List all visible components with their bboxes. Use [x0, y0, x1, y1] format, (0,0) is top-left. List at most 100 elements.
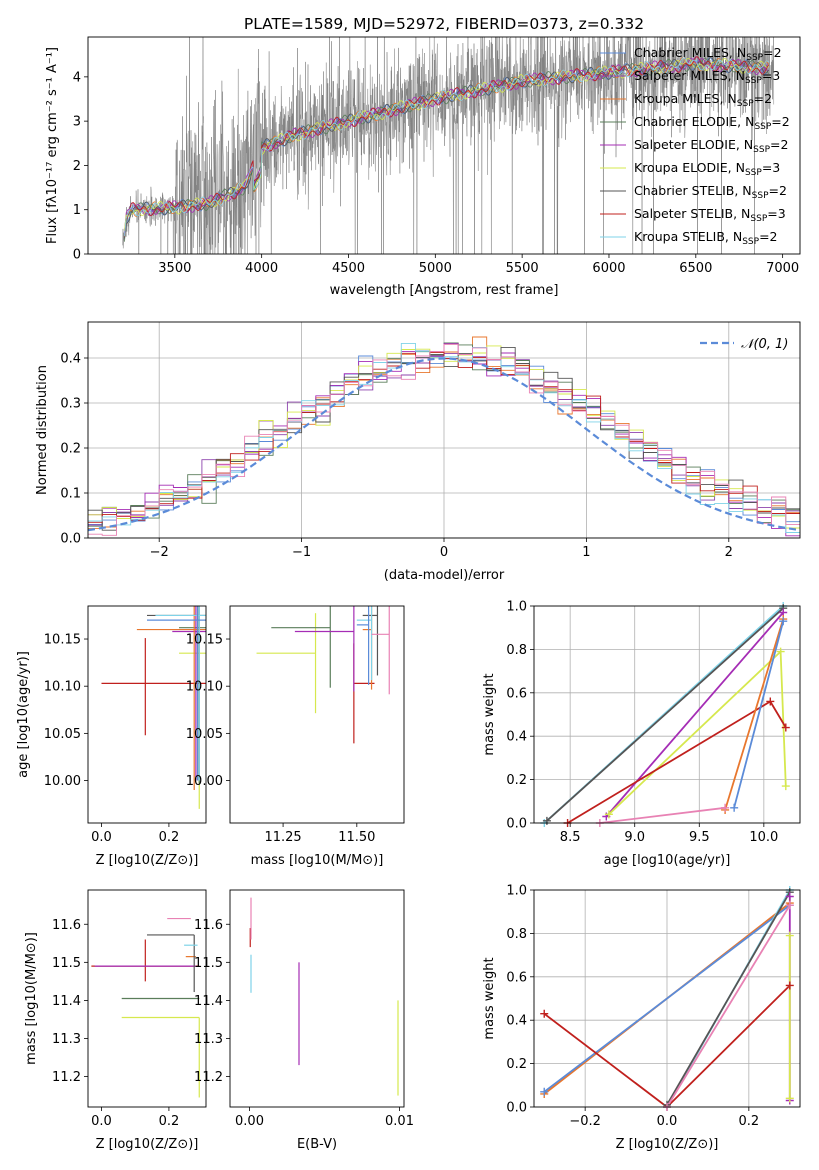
y-axis-label: Normed distribution: [35, 365, 50, 495]
y-tick-label: 10.15: [44, 633, 81, 648]
residuals-axes: −2 −1 0 1 2 0.0 0.1 0.2 0.3 0.4 (data-model)/error…: [35, 321, 801, 583]
y-tick-label: 0.0: [506, 817, 527, 832]
data-spectrum-line: [122, 37, 775, 254]
y-tick-label: 2: [73, 159, 81, 174]
y-axis-label: mass weight: [482, 957, 497, 1039]
x-tick-label: 4000: [245, 261, 278, 276]
y-tick-label: 0.2: [506, 773, 527, 788]
series-line: [543, 904, 791, 1093]
x-tick-label: 8.5: [560, 830, 581, 845]
y-tick-label: 11.6: [52, 918, 81, 933]
series-line: [666, 904, 791, 1107]
age_vs_Z-axes: 0.0 0.2 10.00 10.05 10.10 10.15 Z [log10(Z/Z⊙)…: [16, 605, 207, 868]
y-tick-label: 0.4: [60, 352, 81, 367]
x-tick-label: 0.0: [91, 1114, 112, 1129]
series-line: [543, 984, 791, 1107]
y-tick-label: 11.5: [52, 956, 81, 971]
histogram-step: [88, 343, 800, 536]
model-spectrum-line: [124, 57, 770, 237]
plus-marker: [540, 1087, 549, 1096]
y-tick-label: 10.15: [186, 633, 223, 648]
histogram-step: [88, 346, 800, 531]
legend-label: Chabrier STELIB, NSSP=2: [634, 183, 787, 201]
y-tick-label: 0.2: [60, 442, 81, 457]
axes-frame: [533, 889, 801, 1108]
model-spectrum-line: [124, 57, 770, 239]
legend-label: Chabrier ELODIE, NSSP=2: [634, 114, 790, 132]
y-tick-label: 0.8: [506, 643, 527, 658]
y-axis-label: Flux [fλ10⁻¹⁷ erg cm⁻² s⁻¹ A⁻¹]: [45, 47, 60, 244]
axes-frame: [87, 605, 207, 824]
x-tick-label: 0.0: [657, 1114, 678, 1129]
plus-marker: [781, 723, 790, 732]
series-line: [599, 806, 726, 823]
massweight_vs_age-axes: 8.5 9.0 9.5 10.0 0.0 0.2 0.4 0.6 0.8 1.0 age [log1…: [482, 600, 801, 868]
histogram-step: [88, 352, 800, 523]
x-tick-label: 5500: [506, 261, 539, 276]
axes-frame: [533, 605, 801, 824]
series-line: [546, 607, 784, 822]
x-tick-label: 6500: [679, 261, 712, 276]
y-tick-label: 11.4: [52, 994, 81, 1009]
x-tick-label: 0.00: [235, 1114, 264, 1129]
x-tick-label: 0.2: [159, 1114, 180, 1129]
x-tick-label: −0.2: [569, 1114, 601, 1129]
axes-frame: [87, 36, 801, 255]
x-tick-label: 0.01: [385, 1114, 414, 1129]
plus-marker: [766, 697, 775, 706]
series-line: [724, 618, 785, 811]
plus-marker: [776, 647, 785, 656]
y-tick-label: 3: [73, 115, 81, 130]
y-tick-label: 1: [73, 203, 81, 218]
y-tick-label: 10.10: [186, 680, 223, 695]
legend-label: Salpeter ELODIE, NSSP=2: [634, 137, 788, 155]
plus-marker: [785, 901, 794, 910]
axes-frame: [87, 889, 207, 1108]
x-tick-label: 10.0: [749, 830, 778, 845]
y-tick-label: 10.10: [44, 680, 81, 695]
y-tick-label: 0.6: [506, 970, 527, 985]
x-tick-label: 0: [440, 545, 448, 560]
massweight_vs_age-plot-area: [534, 606, 800, 823]
x-tick-label: 2: [725, 545, 733, 560]
y-tick-label: 11.6: [194, 918, 223, 933]
y-axis-label: age [log10(age/yr)]: [16, 651, 31, 778]
legend-label: 𝒩(0, 1): [741, 337, 788, 352]
y-axis-label: mass weight: [482, 673, 497, 755]
y-tick-label: 1.0: [506, 600, 527, 615]
x-axis-label: mass [log10(M/M⊙)]: [251, 853, 384, 868]
x-tick-label: 6000: [592, 261, 625, 276]
plus-marker: [721, 803, 730, 812]
series-line: [608, 649, 787, 815]
y-tick-label: 0.2: [506, 1057, 527, 1072]
x-axis-label: age [log10(age/yr)]: [604, 853, 731, 868]
axes-frame: [87, 321, 801, 539]
x-tick-label: 0.0: [91, 830, 112, 845]
x-tick-label: 1: [582, 545, 590, 560]
plus-marker: [785, 931, 794, 940]
y-tick-label: 0: [73, 248, 81, 263]
y-tick-label: 10.00: [186, 774, 223, 789]
y-tick-label: 0.6: [506, 686, 527, 701]
model-spectrum-line: [124, 56, 769, 236]
mass_vs_Z-axes: 0.0 0.2 11.2 11.3 11.4 11.5 11.6 Z [log10(Z/Z⊙)…: [24, 889, 207, 1152]
x-tick-label: 11.25: [264, 830, 301, 845]
age_vs_Z-plot-area: [101, 606, 206, 809]
y-tick-label: 0.0: [60, 532, 81, 547]
plus-marker: [785, 892, 794, 901]
series-line: [666, 891, 791, 1106]
plus-marker: [779, 617, 788, 626]
plus-marker: [781, 782, 790, 791]
x-axis-label: (data-model)/error: [384, 568, 505, 583]
x-tick-label: 0.2: [739, 1114, 760, 1129]
axes-frame: [229, 605, 405, 824]
x-axis-label: wavelength [Angstrom, rest frame]: [330, 283, 559, 298]
y-tick-label: 11.2: [52, 1070, 81, 1085]
y-tick-label: 11.2: [194, 1070, 223, 1085]
x-tick-label: 9.5: [689, 830, 710, 845]
legend-label: Chabrier MILES, NSSP=2: [634, 45, 782, 63]
massweight_vs_Z-axes: −0.2 0.0 0.2 0.0 0.2 0.4 0.6 0.8 1.0 Z [log10(Z/Z…: [482, 884, 801, 1152]
y-tick-label: 0.8: [506, 927, 527, 942]
x-tick-label: 3500: [158, 261, 191, 276]
